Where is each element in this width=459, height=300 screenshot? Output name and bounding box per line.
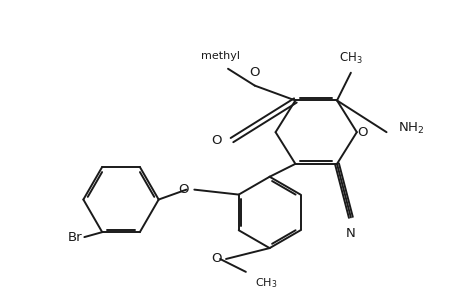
Text: O: O [356, 126, 367, 139]
Text: methyl: methyl [200, 51, 239, 61]
Text: O: O [178, 183, 188, 196]
Text: CH$_3$: CH$_3$ [338, 51, 362, 66]
Text: O: O [249, 66, 259, 79]
Text: O: O [211, 253, 222, 266]
Text: N: N [345, 227, 355, 240]
Text: NH$_2$: NH$_2$ [397, 121, 424, 136]
Text: O: O [211, 134, 222, 147]
Text: CH$_3$: CH$_3$ [254, 276, 277, 289]
Text: Br: Br [67, 231, 82, 244]
